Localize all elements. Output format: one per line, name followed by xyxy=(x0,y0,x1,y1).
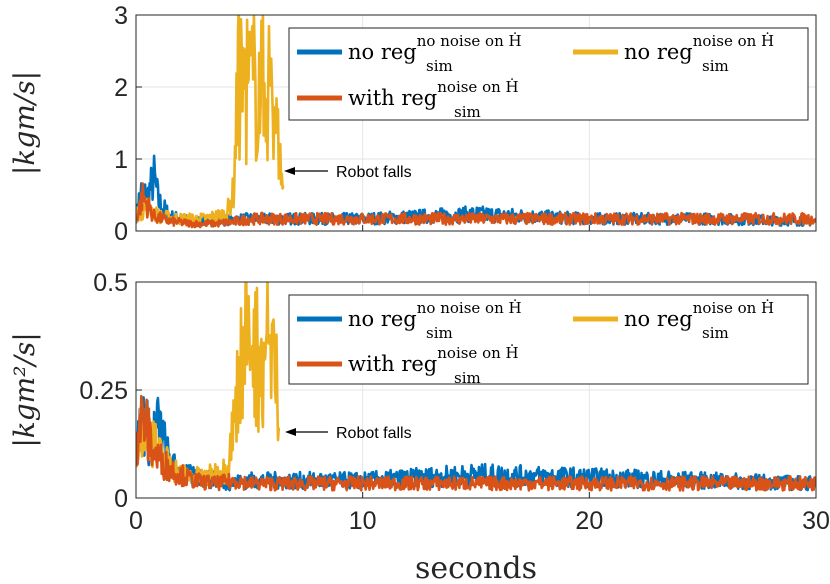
top-annotation-text: Robot falls xyxy=(336,164,412,181)
bottom-legend-entry-2-sup: noise on Ḣ xyxy=(693,299,774,317)
bottom-legend-entry-3-name: with reg xyxy=(348,352,437,376)
top-axes-box xyxy=(135,14,817,232)
bottom-legend-entry-3-sup: noise on Ḣ xyxy=(437,344,518,362)
bottom-annotation-text: Robot falls xyxy=(336,425,412,442)
x-tick-label-1: 10 xyxy=(349,507,377,535)
top-legend-entry-3-name: with reg xyxy=(348,86,437,110)
y-tick-label-0-3: 3 xyxy=(114,2,128,30)
top-legend-entry-1-sup: no noise on Ḣ xyxy=(417,32,522,50)
x-axis-label: seconds xyxy=(415,551,537,584)
top-series xyxy=(136,15,816,229)
bottom-legend-entry-2: no regnoise on Ḣ xyxy=(624,299,774,331)
x-tick-label-2: 20 xyxy=(575,507,603,535)
bottom-ticks: 0 10 20 30 0 0.25 0.5 xyxy=(79,269,830,535)
bottom-series xyxy=(136,282,816,492)
y-tick-label-0-2: 2 xyxy=(114,74,128,102)
bottom-legend-box xyxy=(288,294,809,385)
y-tick-label-1-0: 0 xyxy=(114,485,128,513)
y-tick-label-1-1: 0.25 xyxy=(79,377,128,405)
top-legend-entry-3: with regnoise on Ḣ xyxy=(348,78,519,110)
bottom-y-axis-label: |kgm²/s| xyxy=(8,332,41,447)
bottom-legend-entry-1-sub: sim xyxy=(426,324,453,342)
top-legend-entry-2: no regnoise on Ḣ xyxy=(624,32,774,64)
top-legend-box xyxy=(288,27,809,121)
top-legend-entry-3-sup: noise on Ḣ xyxy=(437,78,518,96)
top-y-axis-label: |kgm/s| xyxy=(8,71,41,175)
bottom-legend-entry-1-sup: no noise on Ḣ xyxy=(417,299,522,317)
top-legend-entry-2-sub: sim xyxy=(702,57,729,75)
top-legend-entry-1-name: no reg xyxy=(348,40,417,64)
top-legend-entry-1-sub: sim xyxy=(426,57,453,75)
bottom-legend: no regno noise on Ḣ sim no regnoise on Ḣ… xyxy=(288,294,809,387)
top-legend-entry-1: no regno noise on Ḣ xyxy=(348,32,522,64)
top-legend-entry-2-sup: noise on Ḣ xyxy=(693,32,774,50)
series-line-1-2 xyxy=(136,394,816,492)
y-tick-label-0-0: 0 xyxy=(114,218,128,246)
bottom-legend-entry-3: with regnoise on Ḣ xyxy=(348,344,519,376)
bottom-legend-entry-2-sub: sim xyxy=(702,324,729,342)
bottom-legend-entry-1: no regno noise on Ḣ xyxy=(348,299,522,331)
bottom-legend-entry-3-sub: sim xyxy=(454,369,481,387)
bottom-legend-entry-1-name: no reg xyxy=(348,307,417,331)
y-tick-label-1-2: 0.5 xyxy=(93,269,128,297)
top-legend-entry-3-sub: sim xyxy=(454,103,481,121)
series-line-0-2 xyxy=(136,182,816,229)
top-legend: no regno noise on Ḣ sim no regnoise on Ḣ… xyxy=(288,27,809,121)
x-tick-label-3: 30 xyxy=(802,507,830,535)
top-annotation-arrowhead xyxy=(284,167,295,175)
x-tick-label-0: 0 xyxy=(129,507,143,535)
top-legend-entry-2-name: no reg xyxy=(624,40,693,64)
bottom-legend-entry-2-name: no reg xyxy=(624,307,693,331)
y-tick-label-0-1: 1 xyxy=(114,146,128,174)
bottom-annotation-arrowhead xyxy=(285,428,296,436)
top-ticks: 0 1 2 3 xyxy=(114,2,817,246)
bottom-panel: 0 10 20 30 0 0.25 0.5 |kgm²/s| seconds Robot f… xyxy=(8,269,830,584)
